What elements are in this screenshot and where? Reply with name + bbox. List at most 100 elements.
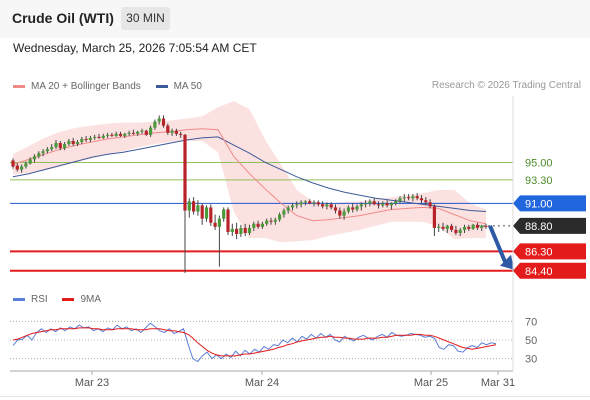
candle-body [437, 226, 441, 228]
level-tag-text: 86.30 [525, 246, 553, 258]
candle-body [471, 224, 475, 229]
candle-body [170, 130, 174, 133]
candle [462, 224, 467, 233]
main-legend: MA 20 + Bollinger Bands MA 50 [13, 80, 214, 92]
rsi-legend: RSI 9MA [13, 293, 113, 305]
candle [252, 221, 256, 231]
candle-body [450, 225, 454, 230]
candle-body [93, 136, 97, 138]
legend-item-rsi: RSI [13, 294, 48, 305]
candle [342, 208, 346, 220]
candle-body [217, 218, 221, 227]
candle [153, 119, 157, 130]
candle-body [411, 196, 415, 199]
candle [28, 157, 32, 165]
candle [235, 222, 239, 240]
candle [480, 224, 484, 231]
x-tick-label: Mar 31 [481, 377, 515, 389]
candle-body [50, 147, 54, 150]
ma50-swatch [155, 85, 168, 88]
candle-body [20, 166, 24, 170]
candle-body [462, 226, 467, 230]
candle [415, 193, 419, 201]
candle [32, 154, 37, 163]
candle-body [325, 204, 329, 207]
candle [295, 201, 299, 209]
candle-body [106, 134, 110, 136]
candle [179, 131, 183, 138]
legend-item-9ma: 9MA [62, 294, 101, 305]
candle-body [239, 227, 243, 234]
level-tag-text: 95.00 [525, 157, 553, 169]
legend-label-ma20: MA 20 + Bollinger Bands [31, 81, 141, 92]
candle-body [161, 118, 166, 126]
candle [127, 130, 131, 136]
candle-body [63, 144, 67, 149]
candle-body [252, 223, 256, 228]
candle-body [312, 202, 316, 204]
candle-body [372, 201, 376, 205]
candle-body [278, 214, 282, 220]
x-tick-label: Mar 25 [414, 377, 448, 389]
candle [209, 204, 213, 226]
candle [213, 214, 217, 230]
candle [372, 198, 376, 206]
candle-body [355, 206, 359, 210]
candle-body [24, 163, 28, 167]
ma50-line [12, 136, 487, 212]
candle-body [308, 201, 312, 204]
candle [15, 163, 19, 172]
candle [389, 202, 393, 210]
candle-body [230, 228, 234, 232]
candle-body [398, 198, 402, 202]
candle [149, 125, 153, 137]
level-labels-layer: 95.00 93.30 91.00 88.80 86.30 84.40 [513, 157, 586, 279]
candle-body [140, 130, 144, 132]
candle [166, 123, 170, 135]
bollinger-band-area [13, 101, 486, 243]
timeframe-button[interactable]: 30 MIN [121, 7, 170, 30]
candle-body [475, 224, 479, 228]
candle [84, 135, 88, 142]
candle-body [480, 225, 484, 228]
candle-body [101, 135, 105, 138]
candle-body [407, 197, 411, 199]
candle-body [157, 118, 161, 122]
candle [183, 133, 187, 273]
candle-body [114, 133, 118, 136]
candle [187, 198, 191, 218]
legend-label-9ma: 9MA [80, 294, 102, 305]
candle [402, 194, 406, 202]
candle [123, 132, 127, 138]
candle-body [131, 132, 135, 134]
candle-body [351, 207, 355, 210]
candle [88, 135, 92, 142]
ma20-swatch [13, 85, 25, 88]
candle-body [295, 204, 299, 206]
candle-body [484, 225, 488, 227]
forecast-arrow-head [500, 254, 514, 270]
candle-body [84, 138, 88, 140]
candle [200, 203, 204, 225]
candle [63, 142, 67, 151]
candle [136, 130, 140, 136]
candle-body [376, 204, 381, 206]
legend-item-ma20: MA 20 + Bollinger Bands [13, 81, 141, 92]
candle [118, 131, 123, 137]
candle-body [183, 134, 187, 211]
ma20-line [12, 128, 487, 225]
candle [471, 223, 475, 230]
candle [80, 136, 84, 145]
level-label-88.80: 88.80 [513, 217, 586, 234]
candle-body [441, 226, 445, 229]
candle [230, 223, 234, 237]
candle-body [235, 228, 239, 234]
candle-body [394, 201, 398, 204]
candle [170, 128, 174, 136]
candle [71, 137, 75, 147]
candle [37, 151, 41, 159]
candle [432, 204, 436, 237]
candle [424, 197, 428, 206]
candle [106, 132, 110, 138]
